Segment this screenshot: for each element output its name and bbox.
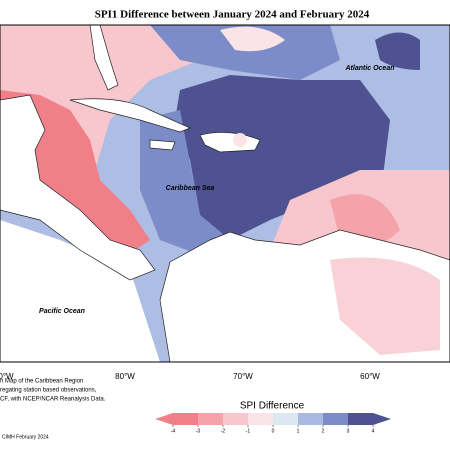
footnote: n Map of the Caribbean Region — [0, 379, 83, 385]
sea-label: Caribbean Sea — [166, 185, 215, 192]
footnote: CF, with NCEP/NCAR Reanalysis Data. — [0, 397, 106, 403]
colorbar-tick-label: -1 — [246, 428, 251, 434]
lon-label: 60°W — [360, 372, 380, 381]
colorbar-title: SPI Difference — [240, 401, 305, 412]
ocean-label: Atlantic Ocean — [344, 65, 394, 72]
colorbar-segment — [223, 413, 248, 425]
colorbar-tick-label: 2 — [322, 428, 325, 434]
colorbar-tick-label: 1 — [297, 428, 300, 434]
colorbar-tick-label: 3 — [347, 428, 350, 434]
colorbar-segment — [348, 413, 373, 425]
colorbar-segment — [298, 413, 323, 425]
colorbar-segment — [273, 413, 298, 425]
lon-label: 0°W — [0, 372, 14, 381]
map: Atlantic Ocean Caribbean Sea Pacific Oce… — [0, 24, 450, 381]
colorbar-segment — [198, 413, 223, 425]
lon-label: 70°W — [233, 372, 253, 381]
colorbar-segment — [248, 413, 273, 425]
ocean-label: Pacific Ocean — [39, 308, 85, 315]
colorbar-segment — [323, 413, 348, 425]
colorbar-arrow — [373, 413, 391, 425]
colorbar-tick-label: -3 — [196, 428, 201, 434]
colorbar-tick-label: -2 — [221, 428, 226, 434]
colorbar-tick-label: 0 — [272, 428, 275, 434]
colorbar-segment — [173, 413, 198, 425]
lon-label: 80°W — [115, 372, 135, 381]
footnote: regating station based observations, — [0, 388, 97, 394]
colorbar-arrow — [155, 413, 173, 425]
colorbar-tick-label: -4 — [171, 428, 176, 434]
title: SPI1 Difference between January 2024 and… — [95, 9, 370, 21]
footnote: CIMH February 2024 — [2, 434, 49, 440]
colorbar-tick-label: 4 — [372, 428, 375, 434]
